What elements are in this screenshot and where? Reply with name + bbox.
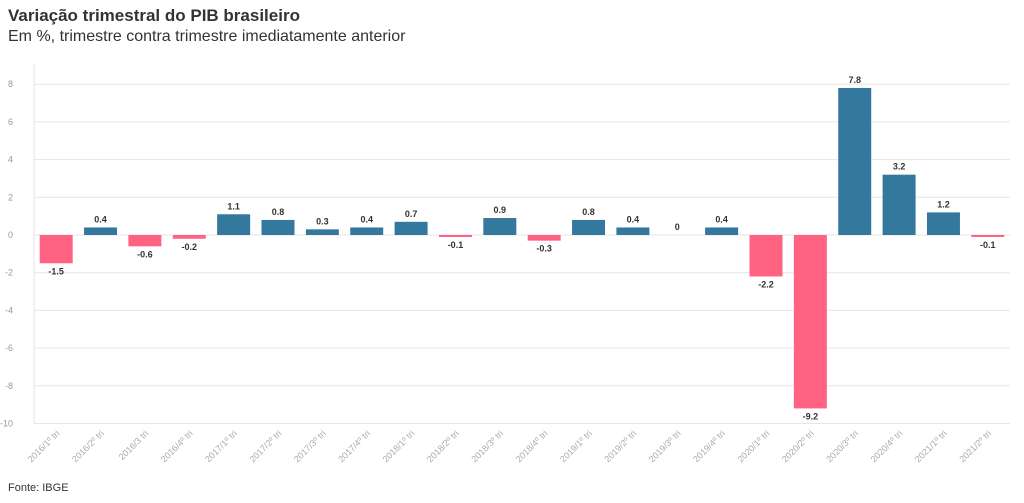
y-tick-label: -4 xyxy=(5,305,13,315)
data-label: -0.6 xyxy=(137,249,153,259)
data-label: 0.4 xyxy=(715,214,728,224)
x-tick-label: 2019/3º tri xyxy=(647,428,683,464)
x-axis: 2016/1º tri 2016/2º tri 2016/3 tri 2016/4º … xyxy=(26,428,994,464)
data-label: -0.1 xyxy=(448,240,464,250)
bar[interactable] xyxy=(838,87,872,235)
y-tick-label: 4 xyxy=(8,155,13,165)
data-label: 3.2 xyxy=(893,162,906,172)
data-label: 1.2 xyxy=(937,199,950,209)
x-tick-label: 2017/1º tri xyxy=(203,428,239,464)
bar[interactable] xyxy=(172,235,206,239)
y-axis: 8 6 4 2 0 -2 -4 -6 -8 -10 xyxy=(0,79,13,428)
bar[interactable] xyxy=(483,218,517,235)
bar[interactable] xyxy=(39,235,73,264)
x-tick-label: 2020/4º tri xyxy=(869,428,905,464)
x-tick-label: 2019/1º tri xyxy=(558,428,594,464)
data-labels: -1.5 0.4 -0.6 -0.2 1.1 0.8 0.3 0.4 0.7 -0.1 0.9 -0.… xyxy=(48,75,995,421)
bar[interactable] xyxy=(128,235,162,247)
data-label: -0.1 xyxy=(980,240,996,250)
data-label: 0.9 xyxy=(494,205,507,215)
data-label: -0.3 xyxy=(536,244,552,254)
y-tick-label: 0 xyxy=(8,230,13,240)
x-tick-label: 2019/2º tri xyxy=(602,428,638,464)
bar[interactable] xyxy=(793,235,827,409)
data-label: -1.5 xyxy=(48,266,64,276)
y-tick-label: -8 xyxy=(5,381,13,391)
x-tick-label: 2017/2º tri xyxy=(247,428,283,464)
x-tick-label: 2018/2º tri xyxy=(425,428,461,464)
x-tick-label: 2020/1º tri xyxy=(735,428,771,464)
y-tick-label: -6 xyxy=(5,343,13,353)
bar[interactable] xyxy=(572,219,606,235)
y-tick-label: -2 xyxy=(5,268,13,278)
bar[interactable] xyxy=(705,227,739,235)
source-note: Fonte: IBGE xyxy=(8,482,69,494)
bar[interactable] xyxy=(882,174,916,235)
data-label: 0.4 xyxy=(360,214,373,224)
data-label: 0.4 xyxy=(627,214,640,224)
y-tick-label: 8 xyxy=(8,79,13,89)
y-tick-label: -10 xyxy=(0,419,13,429)
x-tick-label: 2016/1º tri xyxy=(26,428,62,464)
bar[interactable] xyxy=(971,235,1005,237)
bar[interactable] xyxy=(261,219,295,235)
bar[interactable] xyxy=(350,227,384,235)
bar[interactable] xyxy=(438,235,472,237)
x-tick-label: 2017/3º tri xyxy=(292,428,328,464)
x-tick-label: 2021/1º tri xyxy=(913,428,949,464)
data-label: 0.8 xyxy=(582,207,595,217)
data-label: 1.1 xyxy=(227,201,240,211)
data-label: 0.4 xyxy=(94,214,107,224)
chart-subtitle: Em %, trimestre contra trimestre imediat… xyxy=(8,28,406,45)
y-tick-label: 2 xyxy=(8,192,13,202)
x-tick-label: 2020/2º tri xyxy=(780,428,816,464)
x-tick-label: 2018/4º tri xyxy=(514,428,550,464)
data-label: 7.8 xyxy=(848,75,861,85)
bar[interactable] xyxy=(527,235,561,241)
data-label: 0 xyxy=(675,222,680,232)
bar[interactable] xyxy=(217,214,251,235)
x-tick-label: 2016/3 tri xyxy=(117,428,151,462)
bar[interactable] xyxy=(305,229,339,235)
chart-title: Variação trimestral do PIB brasileiro xyxy=(8,6,300,25)
x-tick-label: 2018/3º tri xyxy=(469,428,505,464)
x-tick-label: 2018/1º tri xyxy=(381,428,417,464)
bars xyxy=(39,87,1005,409)
x-tick-label: 2017/4º tri xyxy=(336,428,372,464)
bar[interactable] xyxy=(84,227,118,235)
x-tick-label: 2021/2º tri xyxy=(957,428,993,464)
bar[interactable] xyxy=(749,235,783,277)
bar[interactable] xyxy=(926,212,960,235)
data-label: -9.2 xyxy=(803,411,819,421)
x-tick-label: 2016/2º tri xyxy=(70,428,106,464)
data-label: 0.8 xyxy=(272,207,285,217)
data-label: -0.2 xyxy=(182,242,198,252)
data-label: 0.3 xyxy=(316,216,329,226)
x-tick-label: 2016/4º tri xyxy=(159,428,195,464)
bar[interactable] xyxy=(394,221,428,235)
bar[interactable] xyxy=(616,227,650,235)
y-tick-label: 6 xyxy=(8,117,13,127)
x-tick-label: 2020/3º tri xyxy=(824,428,860,464)
data-label: -2.2 xyxy=(758,279,774,289)
x-tick-label: 2019/4º tri xyxy=(691,428,727,464)
data-label: 0.7 xyxy=(405,209,418,219)
